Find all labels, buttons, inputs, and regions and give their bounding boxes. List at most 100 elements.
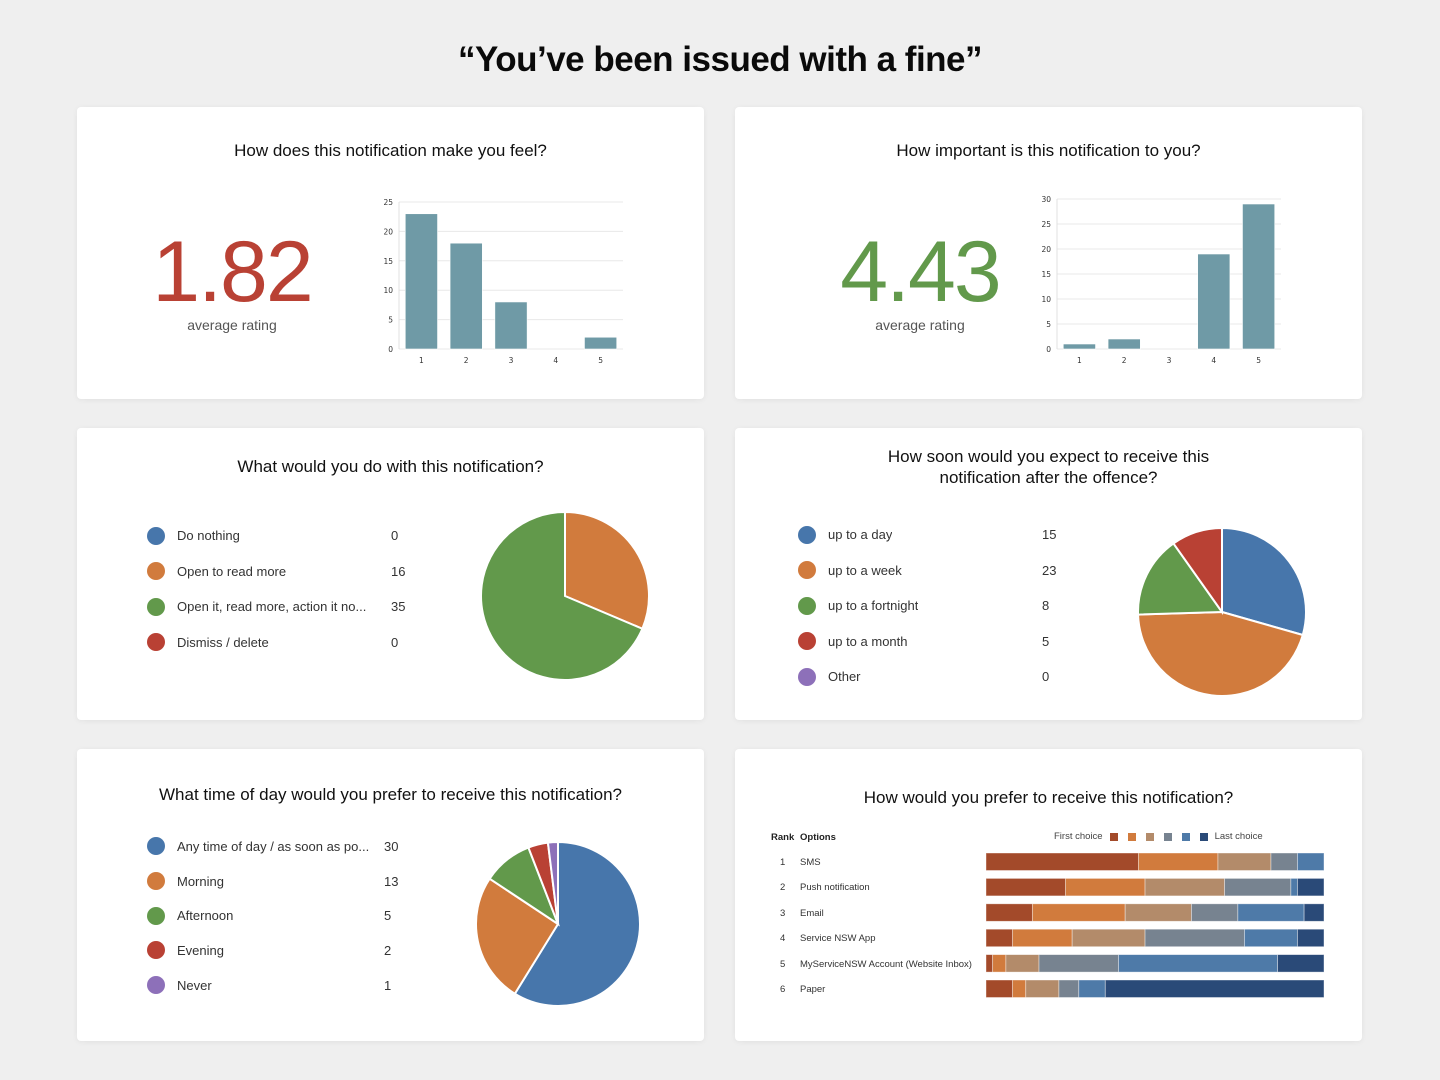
y-tick-label: 10: [383, 286, 393, 295]
legend-label: Other: [828, 669, 861, 685]
bar-5: [1242, 203, 1276, 350]
bar-segment-paper-rank-5: [1078, 979, 1106, 998]
legend-item[interactable]: Do nothing 0: [147, 518, 417, 554]
legend-value: 15: [1042, 527, 1057, 543]
legend-value: 1: [384, 977, 392, 993]
pie-slice-1: [1221, 526, 1307, 637]
pie-slice-2: [564, 510, 650, 631]
pie-legend: Do nothing 0 Open to read more 16 Open it, r…: [147, 518, 417, 660]
bar-3: [494, 301, 528, 350]
legend-label: up to a fortnight: [828, 598, 919, 614]
bar-5: [584, 336, 618, 350]
x-tick-label: 3: [1167, 356, 1172, 365]
x-tick-label: 4: [1211, 356, 1216, 365]
y-tick-label: 10: [1041, 295, 1051, 304]
bar-segment-sms-rank-2: [1138, 852, 1219, 871]
legend-value: 2: [384, 942, 392, 958]
card-title-line-1: How soon would you expect to receive thi…: [887, 447, 1210, 466]
legend-label: Any time of day / as soon as po...: [177, 838, 370, 854]
card-title: What would you do with this notification…: [237, 457, 544, 476]
bar-segment-paper-rank-4: [1058, 979, 1080, 998]
bar-segment-service-nsw-app-rank-5: [1244, 928, 1298, 948]
legend-value: 0: [391, 634, 399, 650]
card-timing: How soon would you expect to receive thi…: [735, 428, 1362, 720]
legend-color-dot-icon: [798, 632, 816, 651]
bar-segment-email-rank-4: [1191, 903, 1239, 922]
legend-item[interactable]: Evening 2: [147, 933, 402, 968]
legend-swatches: [1105, 832, 1213, 841]
legend-color-dot-icon: [147, 597, 165, 616]
legend-color-dot-icon: [798, 561, 816, 580]
bar-segment-myservicensw-account-website-inbox--rank-2: [992, 954, 1007, 973]
bar-segment-push-notification-rank-1: [985, 877, 1066, 897]
legend-value: 5: [1042, 633, 1050, 649]
legend-item[interactable]: up to a month 5: [798, 624, 1060, 660]
legend-item[interactable]: up to a fortnight 8: [798, 588, 1060, 624]
x-tick-label: 5: [598, 356, 603, 365]
legend-item[interactable]: Open to read more 16: [147, 554, 417, 590]
bar-segment-email-rank-6: [1303, 903, 1325, 922]
legend-color-dot-icon: [147, 941, 165, 960]
legend-value: 13: [384, 873, 399, 889]
card-title: How important is this notification to yo…: [896, 141, 1201, 160]
bar-segment-email-rank-5: [1237, 903, 1305, 922]
rank-number: 1: [780, 857, 786, 868]
bar-segment-paper-rank-3: [1025, 979, 1060, 998]
legend-item[interactable]: Morning 13: [147, 864, 402, 899]
pie-slice-1: [513, 840, 641, 1007]
rank-legend: First choice Last choice: [1054, 831, 1263, 842]
rank-option-label: Push notification: [800, 882, 870, 894]
legend-color-dot-icon: [147, 837, 165, 856]
legend-item[interactable]: Other 0: [798, 659, 1060, 695]
rank-number: 5: [780, 958, 786, 970]
legend-label: Evening: [177, 942, 224, 958]
legend-color-dot-icon: [798, 667, 816, 686]
bar-segment-paper-rank-2: [1012, 979, 1027, 998]
legend-value: 30: [384, 838, 399, 854]
x-tick-label: 1: [1077, 356, 1082, 365]
legend-item[interactable]: Any time of day / as soon as po... 30: [147, 829, 402, 864]
bar-segment-push-notification-rank-4: [1224, 877, 1292, 897]
legend-label: Dismiss / delete: [177, 634, 269, 650]
x-tick-label: 4: [553, 356, 558, 365]
legend-item[interactable]: up to a day 15: [798, 517, 1060, 553]
legend-color-dot-icon: [147, 562, 165, 581]
card-title: How does this notification make you feel…: [234, 141, 547, 160]
average-rating-caption: average rating: [187, 317, 277, 333]
legend-item[interactable]: Never 1: [147, 968, 402, 1003]
bar-segment-sms-rank-5: [1297, 852, 1325, 871]
rank-option-label: SMS: [800, 857, 821, 868]
bar-segment-push-notification-rank-2: [1065, 877, 1146, 897]
y-tick-label: 0: [388, 345, 393, 354]
legend-color-dot-icon: [147, 976, 165, 995]
legend-item[interactable]: up to a week 23: [798, 553, 1060, 589]
legend-last-choice: Last choice: [1214, 831, 1263, 842]
bar-1: [404, 213, 438, 350]
pie-chart: [480, 510, 650, 681]
bar-segment-email-rank-1: [985, 903, 1033, 922]
pie-chart: [1137, 526, 1307, 697]
legend-color-dot-icon: [147, 872, 165, 891]
legend-label: Never: [177, 977, 212, 993]
legend-item[interactable]: Dismiss / delete 0: [147, 625, 417, 661]
bar-segment-push-notification-rank-6: [1297, 877, 1325, 897]
legend-item[interactable]: Open it, read more, action it no... 35: [147, 589, 417, 625]
bar-segment-myservicensw-account-website-inbox--rank-3: [1005, 954, 1040, 973]
pie-legend: up to a day 15 up to a week 23 up to a fortn…: [798, 517, 1060, 695]
legend-color-dot-icon: [147, 633, 165, 652]
pie-slice-3: [480, 510, 644, 681]
rank-option-label: MyServiceNSW Account (Website Inbox): [800, 958, 972, 970]
y-tick-label: 20: [1041, 245, 1051, 254]
y-tick-label: 25: [1041, 220, 1051, 229]
legend-swatch-rank-2: [1127, 832, 1136, 841]
legend-label: Do nothing: [177, 528, 240, 544]
bar-segment-service-nsw-app-rank-6: [1297, 928, 1325, 948]
y-tick-label: 25: [383, 198, 393, 207]
options-column-header: Options: [800, 832, 836, 843]
legend-swatch-rank-6: [1199, 832, 1208, 841]
legend-item[interactable]: Afternoon 5: [147, 898, 402, 933]
bar-segment-service-nsw-app-rank-2: [1012, 928, 1073, 948]
legend-label: Open it, read more, action it no...: [177, 599, 367, 615]
bar-segment-push-notification-rank-5: [1290, 877, 1298, 897]
bar-2: [1107, 338, 1141, 350]
